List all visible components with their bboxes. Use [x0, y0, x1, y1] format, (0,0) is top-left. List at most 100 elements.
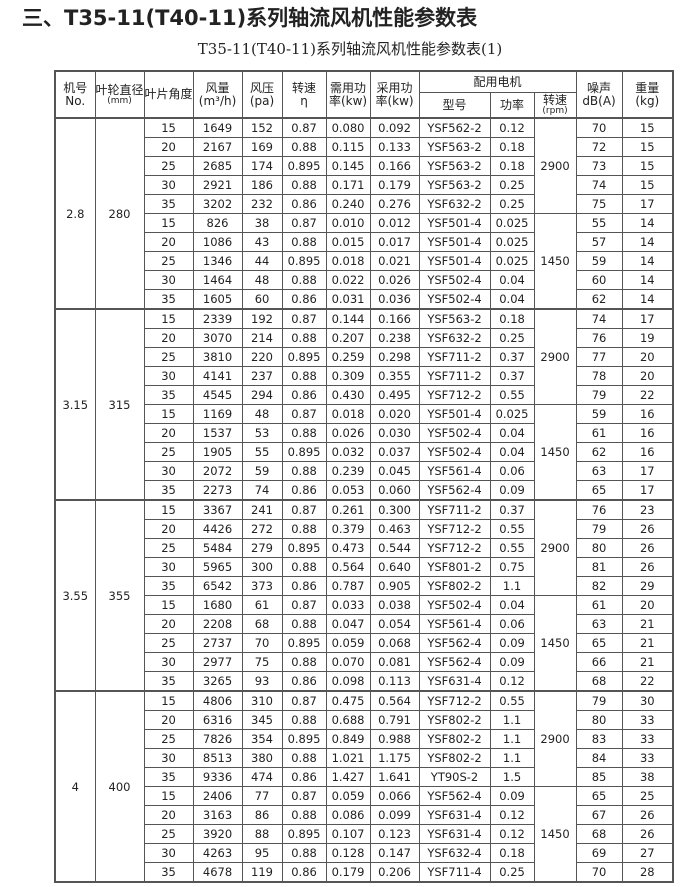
required-power-cell: 0.207	[325, 328, 371, 348]
required-power-cell: 0.309	[325, 366, 371, 386]
efficiency-cell: 0.88	[281, 710, 327, 730]
flow-cell: 2273	[192, 480, 243, 501]
used-power-cell: 0.179	[369, 175, 420, 195]
efficiency-cell: 0.88	[281, 461, 327, 481]
angle-cell: 20	[143, 710, 194, 730]
efficiency-cell: 0.86	[281, 576, 327, 596]
noise-cell: 76	[575, 328, 623, 348]
motor-model-cell: YSF562-4	[418, 786, 491, 806]
motor-model-cell: YSF563-2	[418, 156, 491, 176]
header-no: 机号 No.	[54, 70, 96, 119]
table-row: 20 1086 43 0.88 0.015 0.017 YSF501-4 0.025 57 14	[55, 232, 674, 252]
noise-cell: 61	[575, 595, 623, 615]
pressure-cell: 174	[241, 156, 283, 176]
weight-cell: 20	[621, 347, 674, 367]
machine-no-cell: 2.8	[54, 117, 96, 310]
header-required-power: 需用功 率(kw)	[325, 70, 371, 119]
used-power-cell: 0.238	[369, 328, 420, 348]
table-row: 35 6542 373 0.86 0.787 0.905 YSF802-2 1.1 82 29	[55, 576, 674, 596]
pressure-cell: 77	[241, 786, 283, 806]
flow-cell: 2406	[192, 786, 243, 806]
motor-model-cell: YSF711-2	[418, 499, 491, 520]
pressure-cell: 119	[241, 862, 283, 883]
efficiency-cell: 0.88	[281, 748, 327, 768]
required-power-cell: 0.849	[325, 729, 371, 749]
table-row: 35 3202 232 0.86 0.240 0.276 YSF632-2 0.25 75 17	[55, 194, 674, 214]
flow-cell: 2339	[192, 308, 243, 329]
motor-model-cell: YSF563-2	[418, 137, 491, 157]
table-row: 20 2167 169 0.88 0.115 0.133 YSF563-2 0.18 72 15	[55, 137, 674, 157]
efficiency-cell: 0.895	[281, 538, 327, 558]
pressure-cell: 74	[241, 480, 283, 501]
used-power-cell: 0.066	[369, 786, 420, 806]
weight-cell: 20	[621, 366, 674, 386]
required-power-cell: 0.047	[325, 614, 371, 634]
used-power-cell: 0.495	[369, 385, 420, 405]
noise-cell: 62	[575, 442, 623, 462]
flow-cell: 3265	[192, 671, 243, 692]
used-power-cell: 0.166	[369, 308, 420, 329]
motor-power-cell: 0.37	[489, 366, 535, 386]
pressure-cell: 237	[241, 366, 283, 386]
weight-cell: 17	[621, 194, 674, 214]
angle-cell: 35	[143, 671, 194, 692]
motor-model-cell: YSF632-4	[418, 843, 491, 863]
weight-cell: 21	[621, 614, 674, 634]
pressure-cell: 294	[241, 385, 283, 405]
table-row: 3.15 315 15 2339 192 0.87 0.144 0.166 YSF563-2 0.…	[54, 308, 674, 501]
efficiency-cell: 0.87	[281, 213, 327, 233]
motor-power-cell: 0.55	[489, 538, 535, 558]
table-row: 35 1605 60 0.86 0.031 0.036 YSF502-4 0.04 62 14	[55, 289, 674, 310]
noise-cell: 62	[575, 289, 623, 310]
used-power-cell: 0.791	[369, 710, 420, 730]
used-power-cell: 0.054	[369, 614, 420, 634]
table-row: 25 2685 174 0.895 0.145 0.166 YSF563-2 0.18 73 15	[55, 156, 674, 176]
flow-cell: 3810	[192, 347, 243, 367]
used-power-cell: 0.068	[369, 633, 420, 653]
noise-cell: 70	[575, 862, 623, 883]
efficiency-cell: 0.88	[281, 328, 327, 348]
efficiency-cell: 0.87	[281, 690, 327, 711]
table-row: 25 3920 88 0.895 0.107 0.123 YSF631-4 0.12 68 26	[55, 824, 674, 844]
motor-power-cell: 1.1	[489, 729, 535, 749]
motor-speed-cell: 1450	[533, 213, 577, 310]
table-row: 20 3163 86 0.88 0.086 0.099 YSF631-4 0.12 67 26	[55, 805, 674, 825]
noise-cell: 75	[575, 194, 623, 214]
motor-model-cell: YSF802-2	[418, 729, 491, 749]
required-power-cell: 0.688	[325, 710, 371, 730]
motor-speed-cell: 2900	[533, 690, 577, 787]
pressure-cell: 310	[241, 690, 283, 711]
table-row: 20 4426 272 0.88 0.379 0.463 YSF712-2 0.55 79 26	[55, 519, 674, 539]
motor-model-cell: YSF502-4	[418, 442, 491, 462]
pressure-cell: 75	[241, 652, 283, 672]
weight-cell: 14	[621, 213, 674, 233]
motor-model-cell: YSF501-4	[418, 213, 491, 233]
flow-cell: 4426	[192, 519, 243, 539]
flow-cell: 3367	[192, 499, 243, 520]
motor-power-cell: 0.25	[489, 862, 535, 883]
pressure-cell: 88	[241, 824, 283, 844]
weight-cell: 15	[621, 175, 674, 195]
used-power-cell: 0.021	[369, 251, 420, 271]
weight-cell: 14	[621, 251, 674, 271]
angle-cell: 15	[143, 690, 194, 711]
angle-cell: 25	[143, 538, 194, 558]
noise-cell: 80	[575, 538, 623, 558]
efficiency-cell: 0.88	[281, 366, 327, 386]
motor-model-cell: YSF711-4	[418, 862, 491, 883]
motor-power-cell: 0.25	[489, 175, 535, 195]
table-row: 25 2737 70 0.895 0.059 0.068 YSF562-4 0.09 65 21	[55, 633, 674, 653]
weight-cell: 33	[621, 710, 674, 730]
efficiency-cell: 0.895	[281, 347, 327, 367]
angle-cell: 25	[143, 729, 194, 749]
motor-power-cell: 0.025	[489, 404, 535, 424]
angle-cell: 30	[143, 652, 194, 672]
motor-model-cell: YSF631-4	[418, 824, 491, 844]
table-row: 30 4263 95 0.88 0.128 0.147 YSF632-4 0.18 69 27	[55, 843, 674, 863]
angle-cell: 20	[143, 423, 194, 443]
required-power-cell: 0.018	[325, 404, 371, 424]
angle-cell: 30	[143, 748, 194, 768]
used-power-cell: 0.123	[369, 824, 420, 844]
header-pressure: 风压 (pa)	[241, 70, 283, 119]
required-power-cell: 0.107	[325, 824, 371, 844]
